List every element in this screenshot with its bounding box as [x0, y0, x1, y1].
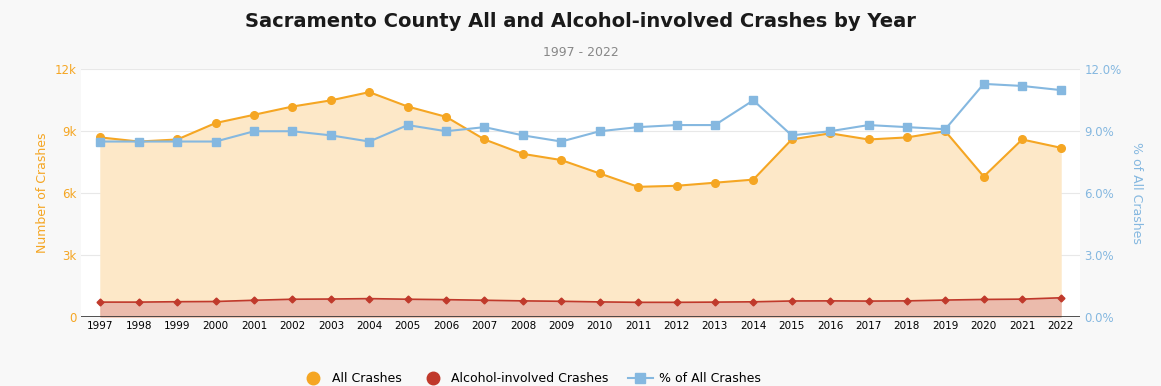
- Legend: All Crashes, Alcohol-involved Crashes, % of All Crashes: All Crashes, Alcohol-involved Crashes, %…: [295, 367, 766, 386]
- Y-axis label: % of All Crashes: % of All Crashes: [1130, 142, 1142, 244]
- Y-axis label: Number of Crashes: Number of Crashes: [36, 133, 49, 253]
- Text: Sacramento County All and Alcohol-involved Crashes by Year: Sacramento County All and Alcohol-involv…: [245, 12, 916, 30]
- Text: 1997 - 2022: 1997 - 2022: [542, 46, 619, 59]
